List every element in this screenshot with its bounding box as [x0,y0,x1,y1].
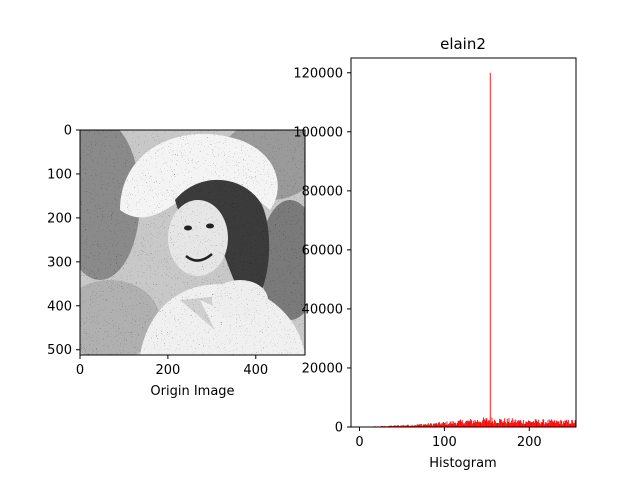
histogram-y-ticks: 0 20000 40000 60000 80000 100000 120000 [293,66,351,436]
image-x-ticks: 0 200 400 [76,355,268,378]
image-x-tick-label: 0 [76,363,84,378]
histogram-y-tick-label: 60000 [302,243,343,258]
image-x-tick-label: 200 [155,363,180,378]
image-x-tick-label: 400 [243,363,268,378]
histogram-x-ticks: 0 100 200 [355,427,542,450]
image-y-tick-label: 300 [47,255,72,270]
image-y-tick-label: 0 [64,124,72,139]
image-frame [79,129,306,356]
histogram-y-tick-label: 0 [335,421,343,436]
histogram-x-tick-label: 0 [355,435,363,450]
image-y-tick-label: 200 [47,211,72,226]
histogram-xlabel: Histogram [429,456,496,471]
histogram-x-tick-label: 200 [517,435,542,450]
histogram-bars [359,72,577,427]
origin-image [80,130,305,355]
histogram-subplot: elain2 0 100 200 0 20000 40000 60000 80000 1000… [293,35,577,471]
image-y-ticks: 0 100 200 300 400 500 [47,124,80,358]
histogram-y-tick-label: 120000 [293,66,343,81]
image-subplot: 0 200 400 0 100 200 300 400 500 Origin Image [47,124,306,399]
image-y-tick-label: 500 [47,343,72,358]
histogram-title: elain2 [440,35,486,53]
histogram-y-tick-label: 100000 [293,125,343,140]
histogram-x-tick-label: 100 [432,435,457,450]
histogram-y-tick-label: 40000 [302,302,343,317]
histogram-frame [350,57,577,428]
histogram-y-tick-label: 80000 [302,184,343,199]
image-y-tick-label: 400 [47,299,72,314]
histogram-y-tick-label: 20000 [302,361,343,376]
image-xlabel: Origin Image [150,384,234,399]
image-y-tick-label: 100 [47,167,72,182]
